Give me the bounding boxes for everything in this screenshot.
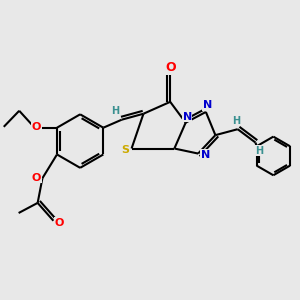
Text: O: O bbox=[32, 172, 41, 183]
Text: H: H bbox=[111, 106, 119, 116]
Text: S: S bbox=[122, 145, 130, 155]
Text: H: H bbox=[255, 146, 263, 156]
Text: O: O bbox=[165, 61, 175, 74]
Text: N: N bbox=[201, 150, 210, 160]
Text: N: N bbox=[203, 100, 212, 110]
Text: N: N bbox=[182, 112, 192, 122]
Text: O: O bbox=[32, 122, 41, 132]
Text: O: O bbox=[55, 218, 64, 228]
Text: H: H bbox=[232, 116, 240, 126]
